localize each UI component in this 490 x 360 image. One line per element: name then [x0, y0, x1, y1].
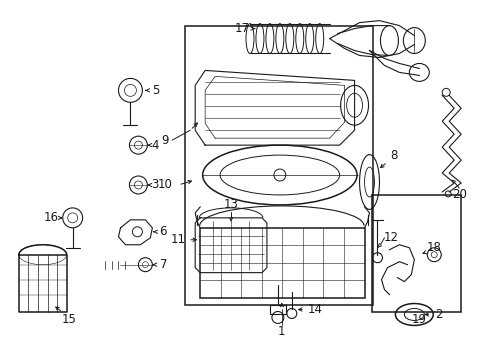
Bar — [371, 195, 461, 312]
Bar — [185, 26, 372, 305]
Text: 12: 12 — [384, 231, 399, 244]
Text: 20: 20 — [452, 188, 466, 202]
Text: 11: 11 — [171, 233, 186, 246]
Text: 18: 18 — [427, 241, 441, 254]
Text: 14: 14 — [307, 303, 322, 316]
Text: 4: 4 — [151, 139, 159, 152]
Text: 1: 1 — [278, 325, 286, 338]
Text: 8: 8 — [391, 149, 398, 162]
Bar — [270, 305, 286, 315]
Text: 15: 15 — [61, 313, 76, 326]
Text: 6: 6 — [160, 225, 167, 238]
Text: 2: 2 — [436, 308, 443, 321]
Text: 19: 19 — [412, 313, 427, 326]
Bar — [200, 228, 365, 298]
Text: 17: 17 — [235, 22, 249, 35]
Text: 16: 16 — [43, 211, 58, 224]
Text: 5: 5 — [152, 84, 159, 97]
Text: 10: 10 — [158, 179, 173, 192]
Text: 3: 3 — [152, 179, 159, 192]
Text: 7: 7 — [160, 258, 167, 271]
Text: 13: 13 — [223, 198, 239, 211]
Text: 9: 9 — [162, 134, 169, 147]
